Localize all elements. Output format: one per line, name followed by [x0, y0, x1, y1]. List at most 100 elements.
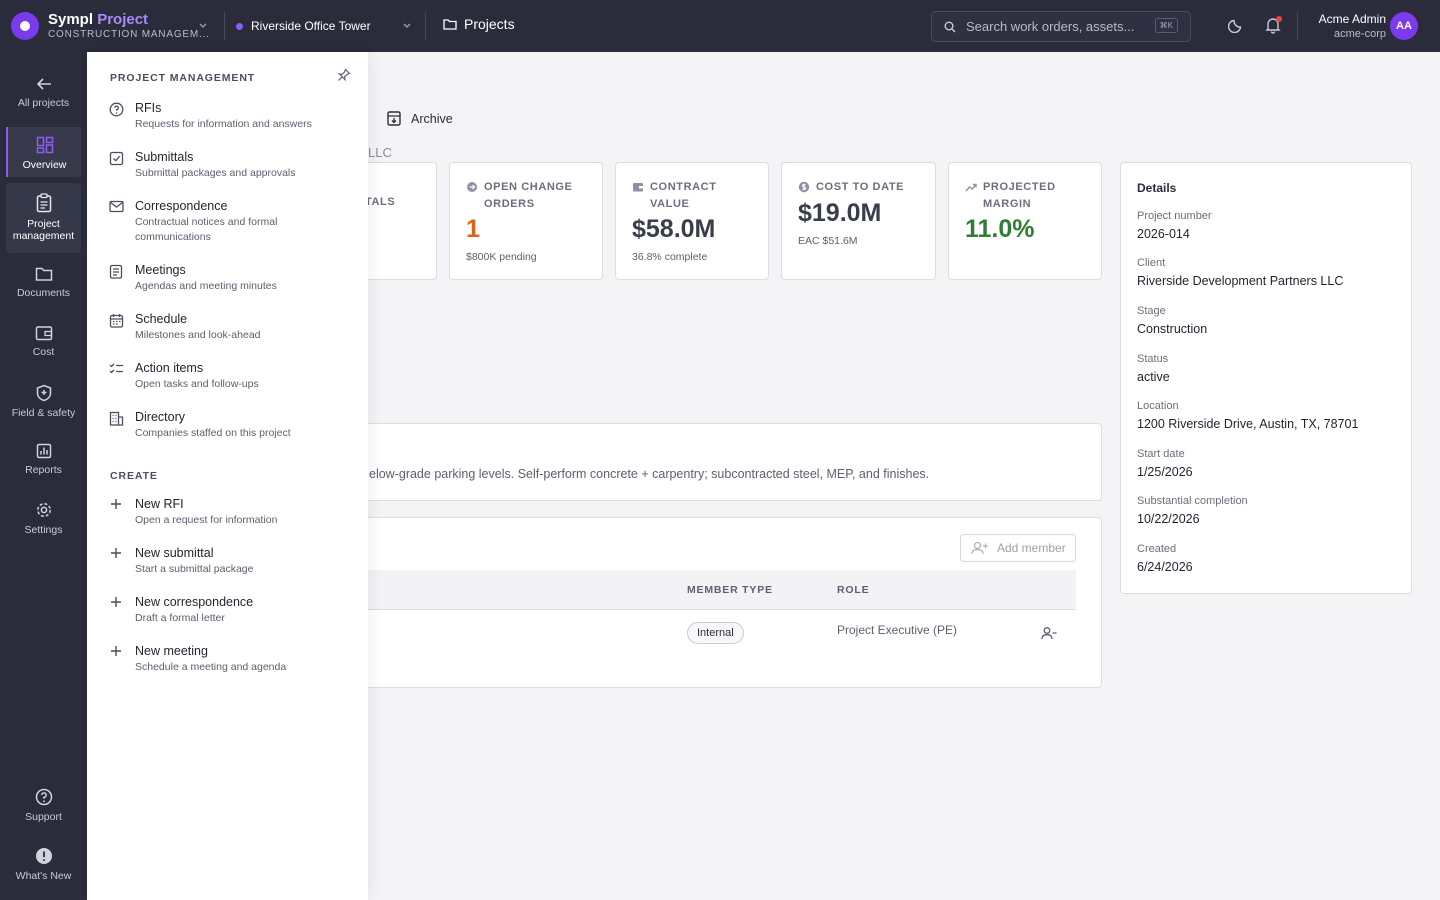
help-circle-icon	[109, 102, 123, 117]
detail-stage: Stage Construction	[1137, 305, 1208, 336]
archive-button[interactable]: Archive	[387, 111, 453, 126]
flyout-item-schedule[interactable]: Schedule Milestones and look-ahead	[107, 311, 347, 343]
client-text-fragment: LLC	[368, 145, 392, 160]
flyout-item-meetings[interactable]: Meetings Agendas and meeting minutes	[107, 262, 347, 294]
change-order-icon	[467, 182, 477, 192]
brand-subtitle: CONSTRUCTION MANAGEM...	[48, 28, 210, 40]
wallet-icon	[35, 326, 52, 341]
details-title: Details	[1137, 181, 1177, 195]
bell-icon	[1265, 18, 1281, 34]
column-member-type: MEMBER TYPE	[687, 584, 773, 596]
rail-overview[interactable]: Overview	[6, 127, 81, 177]
search-box[interactable]: ⌘K	[931, 11, 1191, 42]
project-description: elow-grade parking levels. Self-perform …	[369, 467, 930, 481]
stat-label: COST TO DATE	[816, 181, 905, 193]
notes-icon	[109, 264, 123, 279]
folder-icon	[443, 19, 457, 30]
bar-chart-icon	[36, 443, 51, 459]
flyout-create-submittal[interactable]: New submittal Start a submittal package	[107, 545, 347, 577]
project-selector-name: Riverside Office Tower	[251, 19, 371, 33]
stat-value: 11.0%	[965, 215, 1035, 243]
top-bar: Sympl Project CONSTRUCTION MANAGEM... Ri…	[0, 0, 1440, 52]
brand-name: Sympl Project	[48, 10, 149, 28]
breadcrumb[interactable]: Projects	[443, 16, 515, 32]
search-shortcut: ⌘K	[1154, 18, 1178, 33]
chevron-down-icon	[199, 23, 207, 28]
stat-card: TALS	[358, 162, 437, 280]
flyout-item-action-items[interactable]: Action items Open tasks and follow-ups	[107, 360, 347, 392]
project-status-dot	[236, 22, 243, 30]
moon-icon[interactable]	[1228, 17, 1244, 33]
detail-created: Created 6/24/2026	[1137, 543, 1193, 574]
wallet-icon	[633, 183, 643, 192]
chevron-down-icon	[403, 23, 411, 28]
rail-field-safety[interactable]: Field & safety	[6, 384, 81, 428]
member-role: Project Executive (PE)	[837, 623, 958, 637]
detail-start-date: Start date 1/25/2026	[1137, 448, 1193, 479]
detail-project-number: Project number 2026-014	[1137, 210, 1212, 241]
plus-icon	[111, 646, 121, 656]
column-role: ROLE	[837, 584, 870, 596]
pin-icon[interactable]	[337, 68, 351, 82]
divider	[224, 12, 225, 40]
rail-project-management[interactable]: Project management	[6, 183, 81, 253]
gear-icon	[36, 503, 51, 517]
rail-documents[interactable]: Documents	[6, 266, 81, 310]
avatar[interactable]: AA	[1390, 12, 1418, 40]
add-member-button[interactable]: Add member	[960, 534, 1076, 562]
plus-icon	[111, 548, 121, 558]
plus-icon	[111, 499, 121, 509]
stat-label: TALS	[365, 196, 396, 208]
stat-label: PROJECTED MARGIN	[983, 181, 1056, 210]
stat-label: CONTRACT VALUE	[650, 181, 717, 210]
divider	[425, 12, 426, 40]
description-card: elow-grade parking levels. Self-perform …	[358, 423, 1102, 501]
stat-value: 1	[466, 215, 480, 243]
rail-support[interactable]: Support	[6, 788, 81, 832]
flyout-create-meeting[interactable]: New meeting Schedule a meeting and agenda	[107, 643, 347, 675]
breadcrumb-projects[interactable]: Projects	[464, 16, 515, 32]
notification-dot	[1276, 16, 1282, 22]
arrow-left-icon	[36, 78, 51, 90]
checklist-icon	[109, 363, 123, 374]
stat-card-contract-value: CONTRACT VALUE $58.0M 36.8% complete	[615, 162, 769, 280]
clipboard-icon	[36, 193, 51, 213]
rail-whats-new[interactable]: What's New	[6, 847, 81, 891]
trend-up-icon	[965, 183, 977, 192]
detail-substantial-completion: Substantial completion 10/22/2026	[1137, 495, 1248, 526]
flyout-item-directory[interactable]: Directory Companies staffed on this proje…	[107, 409, 347, 441]
badge-alert-icon	[35, 848, 52, 864]
rail-cost[interactable]: Cost	[6, 325, 81, 369]
rail-all-projects[interactable]: All projects	[6, 76, 81, 120]
divider	[1297, 12, 1298, 40]
rail-settings[interactable]: Settings	[6, 501, 81, 545]
detail-client: Client Riverside Development Partners LL…	[1137, 257, 1344, 288]
stat-label: OPEN CHANGE ORDERS	[484, 181, 573, 210]
flyout-create-rfi[interactable]: New RFI Open a request for information	[107, 496, 347, 528]
detail-status: Status active	[1137, 353, 1170, 384]
table-header: MEMBER TYPE ROLE	[359, 570, 1076, 610]
flyout-item-rfis[interactable]: RFIs Requests for information and answers	[107, 100, 347, 132]
stat-sub: $800K pending	[466, 251, 537, 263]
flyout-item-correspondence[interactable]: Correspondence Contractual notices and fo…	[107, 198, 347, 245]
remove-member-icon[interactable]	[1041, 626, 1057, 640]
stat-sub: 36.8% complete	[632, 251, 708, 263]
project-selector[interactable]: Riverside Office Tower	[224, 12, 420, 40]
calendar-icon	[109, 314, 123, 328]
flyout-create-correspondence[interactable]: New correspondence Draft a formal letter	[107, 594, 347, 626]
flyout-create-heading: CREATE	[110, 470, 158, 482]
archive-icon	[387, 111, 401, 126]
flyout-item-submittals[interactable]: Submittals Submittal packages and approva…	[107, 149, 347, 181]
building-icon	[109, 411, 123, 426]
search-input[interactable]	[966, 19, 1146, 34]
rail-reports[interactable]: Reports	[6, 443, 81, 487]
stat-card-change-orders: OPEN CHANGE ORDERS 1 $800K pending	[449, 162, 603, 280]
stat-card-projected-margin: PROJECTED MARGIN 11.0%	[948, 162, 1102, 280]
project-management-flyout: PROJECT MANAGEMENT RFIs Requests for info…	[87, 52, 368, 900]
brand-switcher[interactable]: Sympl Project CONSTRUCTION MANAGEM...	[0, 0, 212, 52]
user-menu[interactable]: Acme Admin acme-corp	[1319, 12, 1386, 42]
mail-icon	[108, 200, 124, 213]
notifications-button[interactable]	[1265, 16, 1282, 34]
checkbox-icon	[109, 151, 123, 166]
left-rail: All projects Overview Project management…	[0, 52, 87, 900]
